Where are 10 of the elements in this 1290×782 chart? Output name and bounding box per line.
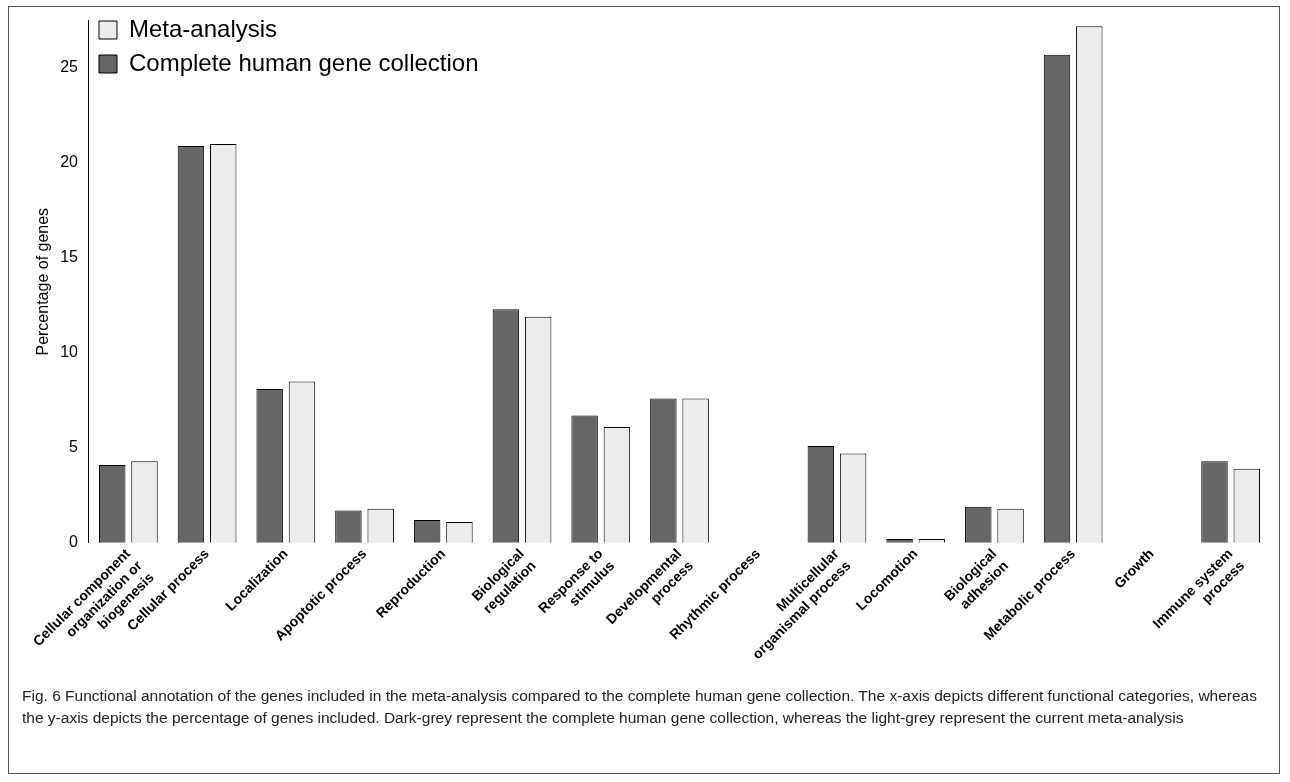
y-tick-label: 20	[60, 153, 79, 171]
y-tick-label: 0	[69, 533, 79, 551]
y-tick-label: 10	[60, 343, 79, 361]
legend-label: Complete human gene collection	[129, 48, 479, 76]
y-tick-label: 5	[69, 438, 79, 456]
y-axis-title: Percentage of genes	[34, 207, 52, 356]
y-tick-label: 15	[60, 248, 79, 266]
y-tick-label: 25	[60, 58, 79, 76]
legend-label: Meta-analysis	[129, 14, 278, 42]
caption: Fig. 6 Functional annotation of the genes included in the meta-analysis compared to the complete human gene collection. The x-axis depicts different functional categories, whereas the y-axis depicts the percentage of genes included. Dark-grey represent the complete human gene collection, whereas the light-grey represent the current meta-analysis	[22, 686, 1258, 728]
